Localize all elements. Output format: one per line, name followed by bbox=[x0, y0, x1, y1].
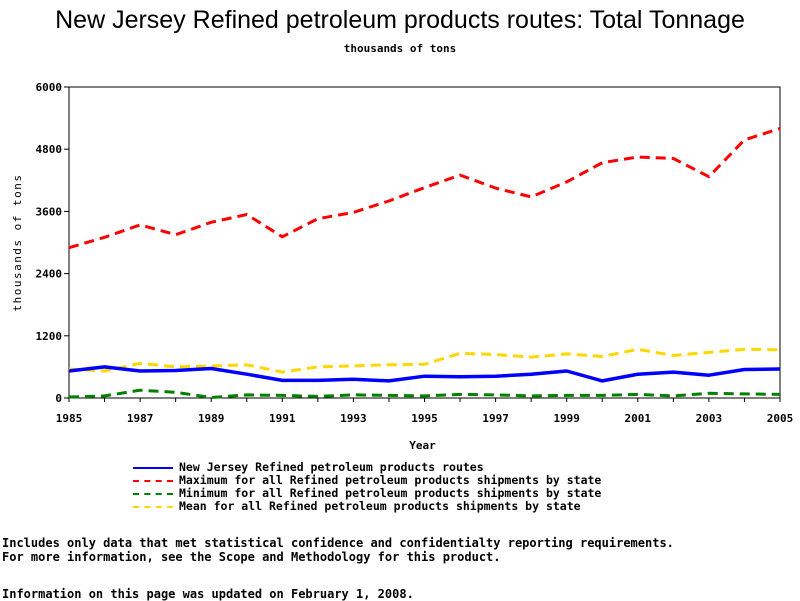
legend-label-max: Maximum for all Refined petroleum produc… bbox=[179, 473, 602, 487]
legend-swatch-min bbox=[133, 492, 173, 495]
x-tick-label: 2003 bbox=[696, 412, 723, 425]
x-tick-label: 1987 bbox=[127, 412, 154, 425]
legend-item: New Jersey Refined petroleum products ro… bbox=[133, 461, 601, 474]
x-axis-label: Year bbox=[409, 439, 436, 452]
legend-label-min: Minimum for all Refined petroleum produc… bbox=[179, 486, 602, 500]
footnote-confidentiality: Includes only data that met statistical … bbox=[2, 536, 674, 550]
chart-title: New Jersey Refined petroleum products ro… bbox=[55, 6, 745, 34]
legend-label-nj: New Jersey Refined petroleum products ro… bbox=[179, 460, 484, 474]
legend-label-mean: Mean for all Refined petroleum products … bbox=[179, 499, 581, 513]
series-line-max bbox=[68, 127, 781, 250]
x-tick-label: 1989 bbox=[198, 412, 225, 425]
legend-item: Maximum for all Refined petroleum produc… bbox=[133, 474, 601, 487]
plot-frame bbox=[68, 86, 781, 399]
x-tick-label: 1991 bbox=[269, 412, 296, 425]
y-tick-label: 6000 bbox=[36, 81, 63, 94]
series-line-mean bbox=[68, 347, 781, 374]
y-axis-label: thousands of tons bbox=[11, 173, 24, 311]
x-tick-label: 1995 bbox=[411, 412, 438, 425]
x-tick-label: 2001 bbox=[625, 412, 652, 425]
series-line-nj bbox=[68, 365, 781, 383]
legend-item: Minimum for all Refined petroleum produc… bbox=[133, 487, 601, 500]
x-tick-label: 1999 bbox=[553, 412, 580, 425]
line-chart: 0 1200 2400 3600 4800 6000 1985 1987 1989 1991 199… bbox=[11, 81, 794, 452]
legend-swatch-max bbox=[133, 479, 173, 482]
series-line-min bbox=[68, 388, 781, 399]
footnotes: Includes only data that met statistical … bbox=[2, 536, 674, 564]
legend-swatch-mean bbox=[133, 505, 173, 508]
x-tick-label: 2005 bbox=[767, 412, 794, 425]
footnote-methodology: For more information, see the Scope and … bbox=[2, 550, 501, 564]
legend-item: Mean for all Refined petroleum products … bbox=[133, 500, 601, 513]
y-tick-label: 0 bbox=[55, 392, 62, 405]
legend-swatch-nj bbox=[133, 466, 173, 469]
y-tick-label: 1200 bbox=[36, 330, 63, 343]
y-tick-label: 4800 bbox=[36, 143, 63, 156]
y-tick-label: 2400 bbox=[36, 268, 63, 281]
x-tick-label: 1997 bbox=[482, 412, 509, 425]
y-tick-label: 3600 bbox=[36, 205, 63, 218]
chart-subtitle: thousands of tons bbox=[343, 42, 457, 55]
x-tick-label: 1993 bbox=[340, 412, 367, 425]
update-notice: Information on this page was updated on … bbox=[2, 587, 414, 601]
x-tick-label: 1985 bbox=[56, 412, 83, 425]
legend: New Jersey Refined petroleum products ro… bbox=[133, 461, 601, 513]
